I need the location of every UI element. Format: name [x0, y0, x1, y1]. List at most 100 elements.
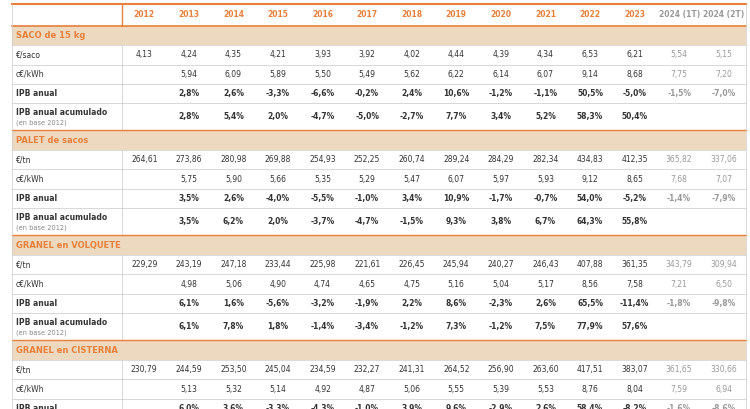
- Text: -0,7%: -0,7%: [533, 194, 557, 203]
- Text: 2017: 2017: [356, 10, 378, 19]
- Text: -2,3%: -2,3%: [489, 299, 513, 308]
- Text: -1,2%: -1,2%: [400, 323, 424, 332]
- Text: 253,50: 253,50: [220, 365, 247, 374]
- Text: 2024 (1T): 2024 (1T): [658, 10, 700, 19]
- Text: 2019: 2019: [446, 10, 466, 19]
- Text: 2,4%: 2,4%: [401, 89, 422, 98]
- Text: 337,06: 337,06: [710, 155, 737, 164]
- Text: 2012: 2012: [134, 10, 154, 19]
- Text: 5,97: 5,97: [492, 175, 509, 184]
- Text: 65,5%: 65,5%: [577, 299, 603, 308]
- Text: 243,19: 243,19: [176, 260, 202, 269]
- Text: -7,9%: -7,9%: [712, 194, 736, 203]
- Text: 7,21: 7,21: [670, 280, 688, 289]
- Text: 4,44: 4,44: [448, 50, 465, 59]
- Text: 4,90: 4,90: [269, 280, 286, 289]
- Text: 2016: 2016: [312, 10, 333, 19]
- Text: 58,4%: 58,4%: [577, 404, 603, 409]
- Text: 280,98: 280,98: [220, 155, 247, 164]
- Text: 254,93: 254,93: [309, 155, 336, 164]
- Text: -1,4%: -1,4%: [667, 194, 692, 203]
- Text: -1,2%: -1,2%: [489, 323, 513, 332]
- Text: 5,16: 5,16: [448, 280, 465, 289]
- Text: 3,93: 3,93: [314, 50, 331, 59]
- Text: 5,62: 5,62: [404, 70, 420, 79]
- Text: 234,59: 234,59: [309, 365, 336, 374]
- Text: 8,04: 8,04: [626, 385, 643, 394]
- Text: 50,5%: 50,5%: [577, 89, 603, 98]
- Text: 4,98: 4,98: [181, 280, 197, 289]
- Text: 7,8%: 7,8%: [223, 323, 244, 332]
- Text: -2,7%: -2,7%: [400, 112, 424, 121]
- Text: 5,75: 5,75: [180, 175, 197, 184]
- Text: 264,52: 264,52: [443, 365, 470, 374]
- Text: IPB anual acumulado: IPB anual acumulado: [16, 213, 107, 222]
- Text: 1,6%: 1,6%: [223, 299, 244, 308]
- Text: -5,2%: -5,2%: [622, 194, 646, 203]
- Text: 6,50: 6,50: [716, 280, 732, 289]
- Text: 6,1%: 6,1%: [178, 299, 200, 308]
- Text: 55,8%: 55,8%: [622, 218, 648, 227]
- Text: 260,74: 260,74: [398, 155, 425, 164]
- Text: c€/kWh: c€/kWh: [16, 385, 44, 394]
- Text: 241,31: 241,31: [398, 365, 425, 374]
- Text: 7,59: 7,59: [670, 385, 688, 394]
- Text: 3,9%: 3,9%: [401, 404, 422, 409]
- Text: -1,0%: -1,0%: [355, 194, 380, 203]
- Text: 5,50: 5,50: [314, 70, 331, 79]
- Text: -1,1%: -1,1%: [533, 89, 557, 98]
- Text: 6,0%: 6,0%: [178, 404, 200, 409]
- Text: -3,3%: -3,3%: [266, 404, 290, 409]
- Text: 57,6%: 57,6%: [622, 323, 648, 332]
- Bar: [12, 341, 746, 360]
- Text: 5,06: 5,06: [225, 280, 242, 289]
- Text: 5,39: 5,39: [492, 385, 509, 394]
- Text: 264,61: 264,61: [131, 155, 158, 164]
- Text: -5,6%: -5,6%: [266, 299, 290, 308]
- Text: 5,49: 5,49: [358, 70, 376, 79]
- Text: 6,22: 6,22: [448, 70, 465, 79]
- Text: 407,88: 407,88: [577, 260, 603, 269]
- Text: 5,35: 5,35: [314, 175, 331, 184]
- Text: 365,82: 365,82: [666, 155, 692, 164]
- Text: 232,27: 232,27: [354, 365, 380, 374]
- Text: 7,58: 7,58: [626, 280, 643, 289]
- Text: 412,35: 412,35: [621, 155, 648, 164]
- Text: 2,8%: 2,8%: [178, 89, 200, 98]
- Text: 1,8%: 1,8%: [268, 323, 289, 332]
- Text: 245,94: 245,94: [443, 260, 470, 269]
- Text: 5,47: 5,47: [404, 175, 420, 184]
- Text: 6,21: 6,21: [626, 50, 643, 59]
- Text: 4,74: 4,74: [314, 280, 331, 289]
- Text: -1,4%: -1,4%: [310, 323, 334, 332]
- Text: 4,21: 4,21: [270, 50, 286, 59]
- Text: (en base 2012): (en base 2012): [16, 119, 67, 126]
- Text: 284,29: 284,29: [488, 155, 514, 164]
- Text: -1,5%: -1,5%: [668, 89, 692, 98]
- Text: 8,56: 8,56: [581, 280, 598, 289]
- Text: 8,68: 8,68: [626, 70, 643, 79]
- Text: 6,1%: 6,1%: [178, 323, 200, 332]
- Bar: [12, 130, 746, 150]
- Text: 2024 (2T): 2024 (2T): [703, 10, 744, 19]
- Text: 244,59: 244,59: [176, 365, 202, 374]
- Text: 6,53: 6,53: [581, 50, 598, 59]
- Text: 247,18: 247,18: [220, 260, 247, 269]
- Text: 4,75: 4,75: [404, 280, 420, 289]
- Text: IPB anual acumulado: IPB anual acumulado: [16, 318, 107, 327]
- Text: -4,3%: -4,3%: [310, 404, 334, 409]
- Text: 5,17: 5,17: [537, 280, 554, 289]
- Text: -3,2%: -3,2%: [310, 299, 334, 308]
- Text: 2,0%: 2,0%: [268, 112, 289, 121]
- Bar: [12, 25, 746, 45]
- Text: 2021: 2021: [535, 10, 556, 19]
- Text: 2023: 2023: [624, 10, 645, 19]
- Text: 233,44: 233,44: [265, 260, 291, 269]
- Text: 361,35: 361,35: [621, 260, 648, 269]
- Text: 9,3%: 9,3%: [446, 218, 466, 227]
- Text: 3,4%: 3,4%: [401, 194, 422, 203]
- Text: -1,8%: -1,8%: [667, 299, 692, 308]
- Text: 5,15: 5,15: [716, 50, 732, 59]
- Text: 4,92: 4,92: [314, 385, 331, 394]
- Text: 2,6%: 2,6%: [535, 299, 556, 308]
